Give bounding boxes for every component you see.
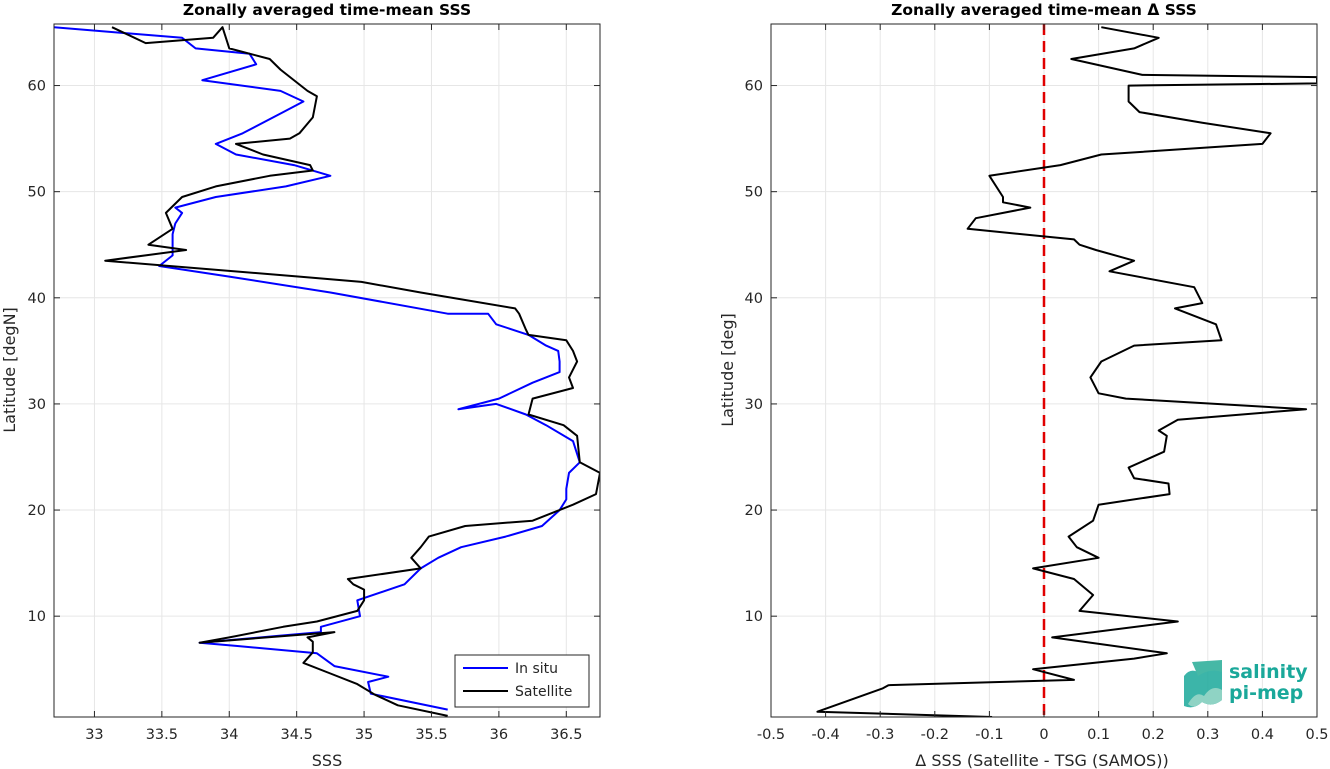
sss-panel: 33 33.5 34 34.5 35 35.5 36 36.5 10 20 30 40 50 60 Zo… <box>0 1 601 769</box>
x-tick-label: 35 <box>355 727 373 743</box>
y-axis-ticks: 10 20 30 40 50 60 <box>745 79 1317 625</box>
wave-logo-icon <box>1184 660 1222 708</box>
series-line-delta-sss <box>816 26 1317 717</box>
x-tick-label: -0.1 <box>975 727 1003 743</box>
x-tick-label: 0.3 <box>1196 727 1219 743</box>
x-tick-label: 0.2 <box>1142 727 1165 743</box>
salinity-pi-mep-logo: salinity pi-mep <box>1184 660 1308 708</box>
y-tick-label: 20 <box>28 503 46 519</box>
x-tick-label: 0.5 <box>1305 727 1328 743</box>
x-tick-label: 33 <box>85 727 103 743</box>
series-layer <box>816 26 1317 717</box>
x-tick-label: -0.4 <box>811 727 839 743</box>
series-line-satellite <box>104 26 600 717</box>
x-tick-label: 34.5 <box>281 727 313 743</box>
x-tick-label: 36 <box>490 727 508 743</box>
y-tick-label: 30 <box>28 397 46 413</box>
y-tick-label: 50 <box>745 185 763 201</box>
x-tick-label: 0.4 <box>1251 727 1274 743</box>
plot-frame <box>53 23 601 718</box>
x-axis-ticks: -0.5 -0.4 -0.3 -0.2 -0.1 0 0.1 0.2 0.3 0.4 0.5 <box>757 24 1329 743</box>
y-axis-ticks: 10 20 30 40 50 60 <box>28 79 600 625</box>
y-tick-label: 40 <box>28 291 46 307</box>
x-tick-label: -0.3 <box>866 727 894 743</box>
y-axis-label: Latitude [deg] <box>718 313 737 427</box>
x-tick-label: -0.5 <box>757 727 785 743</box>
x-tick-label: 33.5 <box>146 727 178 743</box>
y-axis-label: Latitude [degN] <box>0 307 19 433</box>
grid <box>54 24 600 717</box>
legend: In situ Satellite <box>454 654 590 708</box>
x-tick-label: 0 <box>1039 727 1048 743</box>
series-layer <box>54 26 600 717</box>
y-tick-label: 30 <box>745 397 763 413</box>
x-tick-label: 36.5 <box>550 727 582 743</box>
chart-title: Zonally averaged time-mean Δ SSS <box>891 1 1197 19</box>
y-tick-label: 60 <box>745 79 763 95</box>
series-line-in-situ <box>54 26 581 711</box>
logo-line-2: pi-mep <box>1229 682 1303 704</box>
x-axis-label: SSS <box>312 751 342 769</box>
x-axis-label: Δ SSS (Satellite - TSG (SAMOS)) <box>915 751 1168 769</box>
plot-area <box>54 24 600 717</box>
y-tick-label: 60 <box>28 79 46 95</box>
y-tick-label: 10 <box>745 609 763 625</box>
delta-sss-panel: -0.5 -0.4 -0.3 -0.2 -0.1 0 0.1 0.2 0.3 0.4 0.5 10 2… <box>718 1 1329 769</box>
x-tick-label: -0.2 <box>921 727 949 743</box>
y-tick-label: 40 <box>745 291 763 307</box>
y-tick-label: 20 <box>745 503 763 519</box>
legend-label-satellite: Satellite <box>515 684 572 700</box>
y-tick-label: 50 <box>28 185 46 201</box>
legend-box <box>454 654 590 708</box>
x-tick-label: 34 <box>220 727 238 743</box>
x-tick-label: 0.1 <box>1087 727 1110 743</box>
legend-label-in-situ: In situ <box>515 661 558 677</box>
x-axis-ticks: 33 33.5 34 34.5 35 35.5 36 36.5 <box>85 24 582 743</box>
chart-title: Zonally averaged time-mean SSS <box>183 1 471 19</box>
logo-line-1: salinity <box>1229 661 1308 683</box>
x-tick-label: 35.5 <box>415 727 447 743</box>
y-tick-label: 10 <box>28 609 46 625</box>
